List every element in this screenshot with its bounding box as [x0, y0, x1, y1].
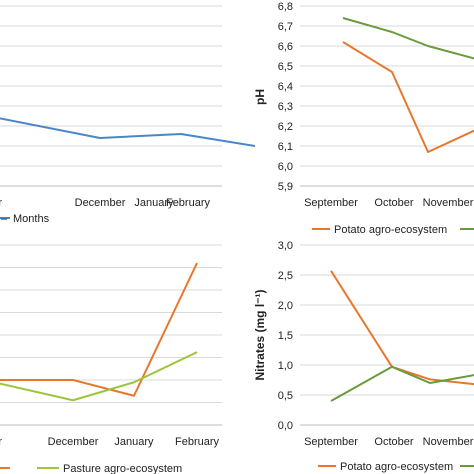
legend-label-pasture: Pasture agro-ecosystem [63, 463, 182, 474]
x-tick-label: September [304, 197, 358, 209]
y-tick-label: 6,6 [278, 41, 293, 53]
y-tick-label: 0,5 [278, 390, 293, 402]
y-tick-label: 1,5 [278, 330, 293, 342]
legend-label-months: Months [13, 213, 50, 225]
y-axis-label-nitrates: Nitrates (mg l⁻¹) [253, 289, 267, 380]
y-axis-label-ph: pH [253, 89, 267, 105]
y-tick-label: 2,5 [278, 270, 293, 282]
x-tick-label: January [114, 436, 154, 448]
x-tick-label: October [374, 197, 413, 209]
x-tick-label: January [134, 197, 174, 209]
x-tick-label: vember [0, 436, 2, 448]
x-tick-label: September [304, 436, 358, 448]
x-tick-label: ember [0, 197, 2, 209]
series-line-0 [342, 41, 474, 153]
y-tick-label: 6,8 [278, 1, 293, 13]
series-line-1 [330, 365, 474, 402]
y-tick-label: 6,0 [278, 161, 293, 173]
series-line-1 [342, 17, 474, 60]
y-tick-label: 6,2 [278, 121, 293, 133]
y-tick-label: 0,0 [278, 420, 293, 432]
y-tick-label: 6,7 [278, 21, 293, 33]
legend-dash: – [1, 213, 8, 225]
x-tick-label: November [423, 436, 474, 448]
panel-top-right: 6,8 6,7 6,6 6,5 6,4 6,3 6,2 6,1 6,0 5,9 September… [253, 1, 474, 236]
x-tick-label: October [374, 436, 413, 448]
y-tick-label: 2,0 [278, 300, 293, 312]
y-tick-label: 6,1 [278, 141, 293, 153]
series-line-1 [0, 351, 198, 402]
y-tick-label: 3,0 [278, 240, 293, 252]
x-tick-label: February [166, 197, 211, 209]
x-tick-label: November [423, 197, 474, 209]
y-tick-label: 5,9 [278, 181, 293, 193]
x-tick-label: December [75, 197, 126, 209]
x-tick-label: February [175, 436, 220, 448]
series-line-0 [330, 270, 474, 386]
panel-bottom-right: 3,0 2,5 2,0 1,5 1,0 0,5 0,0 September October No… [253, 240, 474, 473]
y-tick-label: 6,4 [278, 81, 293, 93]
x-tick-label: December [48, 436, 99, 448]
legend-label-potato: Potato agro-ecosystem [334, 224, 447, 236]
y-tick-label: 6,3 [278, 101, 293, 113]
y-tick-label: 1,0 [278, 360, 293, 372]
y-tick-label: 6,5 [278, 61, 293, 73]
series-line-0 [0, 262, 198, 397]
series-line-0 [0, 117, 256, 147]
panel-bottom-left: vember December January February Pasture ag… [0, 244, 222, 474]
legend-label-potato: Potato agro-ecosystem [340, 461, 453, 473]
